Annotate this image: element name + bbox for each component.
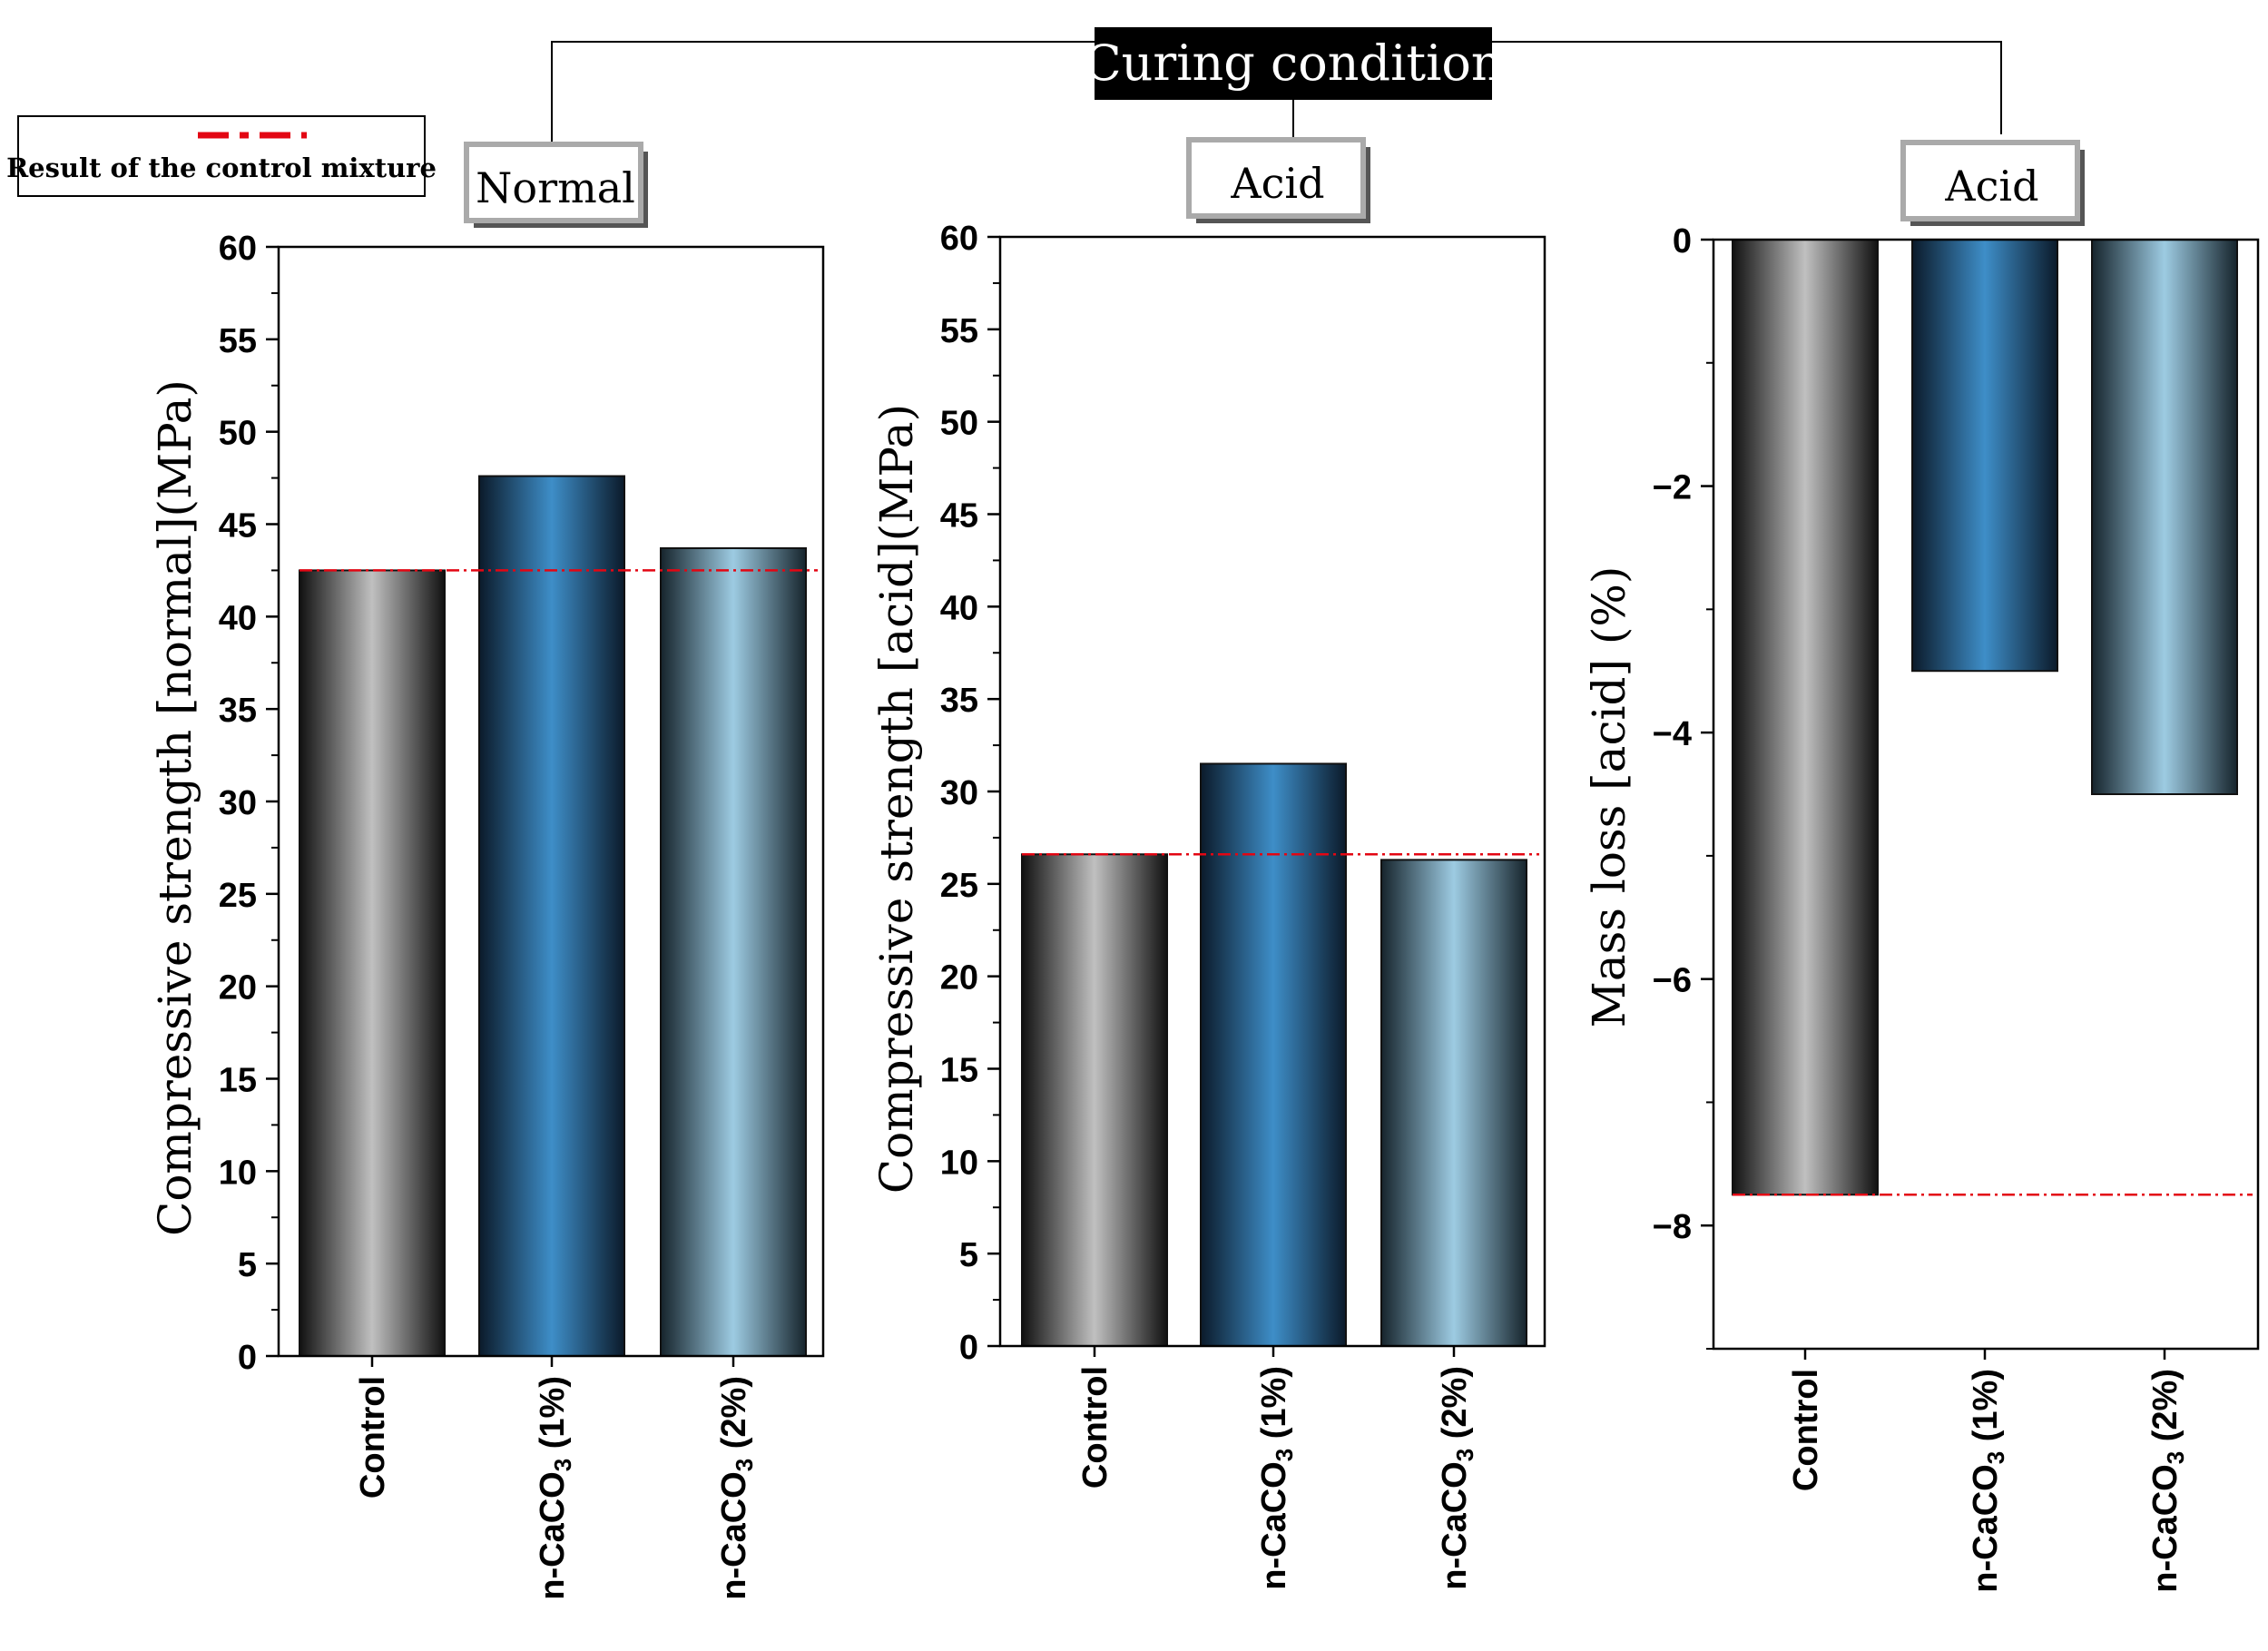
y-tick-label: 55: [940, 312, 978, 350]
x-tick-label: n-CaCO3 (1%): [1967, 1369, 2009, 1593]
y-tick-label: 0: [1673, 222, 1692, 260]
y-tick-label: 50: [219, 415, 257, 453]
bar: [1200, 762, 1347, 1347]
legend-label: Result of the control mixture: [6, 152, 437, 183]
plot-area: 0 −2 −4 −6 −8 Control n-CaCO3 (1%) n-CaCO3 (2%): [1653, 222, 2260, 1593]
y-axis-label: Compressive strength [normal](MPa): [149, 379, 201, 1236]
header-title-box: [1095, 27, 1492, 100]
panel-label-box: Normal: [464, 142, 648, 228]
curing-condition-bracket: Curing condition: [551, 27, 2002, 143]
panel-acid-mass-loss: Acid 0 −2 −4 −6 −8 Control n-CaCO3 (1%) n-CaCO3…: [1583, 140, 2260, 1593]
x-tick-label: n-CaCO3 (1%): [1255, 1366, 1298, 1590]
plot-area: 0 5 10 15 20 25 30 35 40 45 50 55 60 Control n-CaCO3 (…: [219, 230, 825, 1600]
y-tick-label: 5: [238, 1246, 257, 1284]
legend: Result of the control mixture: [6, 115, 437, 197]
y-tick-label: 30: [940, 774, 978, 812]
legend-box: [17, 115, 426, 197]
y-tick-label: 25: [940, 867, 978, 905]
y-tick-label: 5: [959, 1236, 978, 1274]
bar: [2091, 239, 2238, 795]
panel-normal-strength: Normal 0 5 10 15 20 25 30 35 40 45 50 55 60 Control n-…: [149, 142, 825, 1600]
header-title: Curing condition: [1084, 34, 1502, 92]
x-tick-label: Control: [1076, 1366, 1114, 1489]
bar: [299, 569, 446, 1357]
y-tick-label: 35: [219, 692, 257, 730]
x-tick-label: n-CaCO3 (2%): [715, 1376, 758, 1600]
y-tick-label: 20: [219, 969, 257, 1007]
y-tick-label: 0: [959, 1329, 978, 1367]
bar: [660, 546, 807, 1357]
y-tick-label: 10: [219, 1154, 257, 1192]
bar: [478, 475, 625, 1357]
y-tick-label: 10: [940, 1144, 978, 1182]
panel-label-box: Acid: [1186, 137, 1370, 223]
y-tick-label: 15: [940, 1052, 978, 1090]
y-tick-label: −2: [1653, 469, 1692, 507]
y-tick-label: 30: [219, 784, 257, 822]
panel-label: Acid: [1944, 162, 2038, 211]
y-tick-label: 15: [219, 1062, 257, 1100]
x-tick-label: Control: [1787, 1369, 1825, 1491]
panel-label-box: Acid: [1900, 140, 2085, 226]
panel-acid-strength: Acid 0 5 10 15 20 25 30 35 40 45 50 55 60 Control n-Ca…: [870, 137, 1546, 1590]
x-tick-label: n-CaCO3 (1%): [534, 1376, 576, 1600]
y-tick-label: 40: [940, 589, 978, 627]
panel-label: Normal: [476, 163, 635, 212]
y-tick-label: −6: [1653, 962, 1692, 1000]
y-axis-label: Mass loss [acid] (%): [1583, 566, 1635, 1028]
plot-area: 0 5 10 15 20 25 30 35 40 45 50 55 60 Control n-CaCO3 (…: [940, 220, 1546, 1590]
x-tick-label: Control: [354, 1376, 392, 1499]
panel-label: Acid: [1230, 159, 1324, 208]
bar: [1911, 239, 2058, 673]
y-tick-label: 20: [940, 959, 978, 997]
y-tick-label: 40: [219, 599, 257, 637]
x-tick-label: n-CaCO3 (2%): [2146, 1369, 2189, 1593]
y-tick-label: −4: [1653, 715, 1692, 753]
y-tick-label: 45: [940, 497, 978, 536]
bar: [1021, 853, 1168, 1347]
y-tick-label: 25: [219, 877, 257, 915]
y-axis-label: Compressive strength [acid](MPa): [870, 404, 923, 1194]
bar: [1380, 859, 1527, 1347]
y-tick-label: 45: [219, 507, 257, 545]
y-tick-label: 50: [940, 405, 978, 443]
x-tick-label: n-CaCO3 (2%): [1436, 1366, 1478, 1590]
y-tick-label: 0: [238, 1339, 257, 1377]
y-tick-label: 60: [219, 230, 257, 268]
y-tick-label: 60: [940, 220, 978, 258]
y-tick-label: 35: [940, 682, 978, 720]
y-tick-label: −8: [1653, 1208, 1692, 1246]
bar: [1732, 239, 1879, 1196]
y-tick-label: 55: [219, 322, 257, 360]
